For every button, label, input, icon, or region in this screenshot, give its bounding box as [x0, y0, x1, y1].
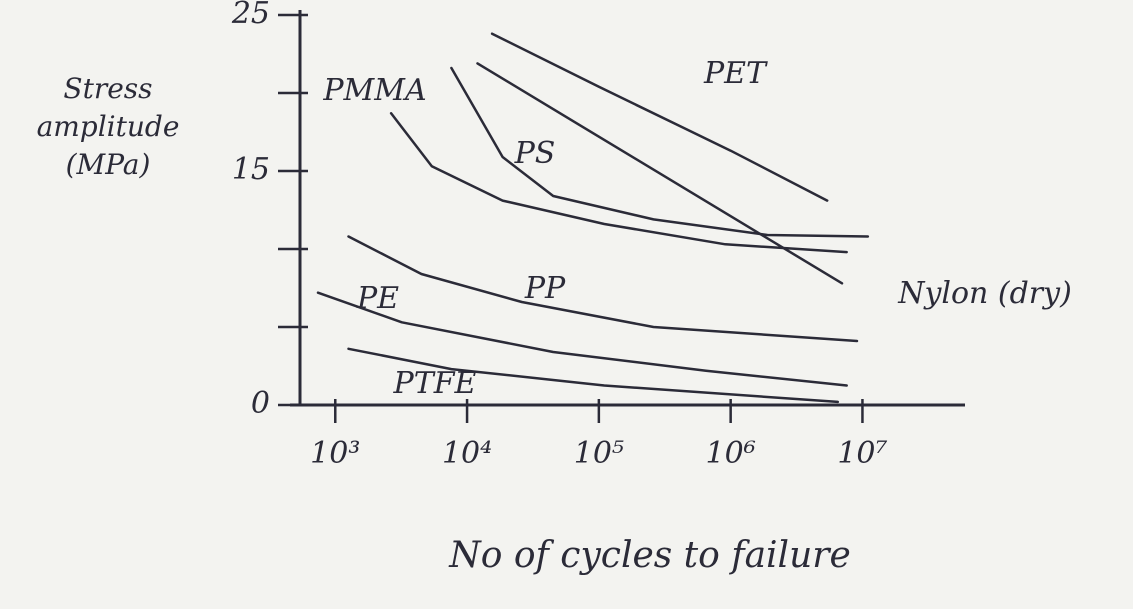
x-tick-label: 10⁶: [706, 436, 756, 471]
x-tick-label: 10⁴: [442, 436, 492, 471]
series-line: [316, 291, 848, 387]
series-line: [476, 62, 844, 285]
series-label: PE: [356, 281, 399, 316]
y-axis-label: Stress amplitude (MPa): [36, 72, 180, 181]
series-line: [347, 235, 859, 343]
x-tick-label: 10⁷: [837, 436, 887, 471]
y-tick-label: 0: [251, 386, 270, 421]
series-line: [347, 347, 840, 404]
series-line: [450, 66, 870, 238]
y-tick-label: 25: [231, 0, 270, 31]
series-line: [490, 32, 829, 202]
series-label: Nylon (dry): [897, 276, 1072, 311]
series-label: PS: [514, 136, 556, 171]
series-line: [389, 112, 848, 254]
series-label: PTFE: [393, 366, 477, 401]
x-tick-label: 10³: [310, 436, 360, 471]
y-tick-label: 15: [232, 152, 270, 187]
x-axis-label: No of cycles to failure: [449, 535, 851, 576]
x-tick-label: 10⁵: [574, 436, 624, 471]
series-label: PP: [524, 271, 566, 306]
series-label: PMMA: [322, 73, 426, 108]
series-label: PET: [703, 56, 768, 91]
